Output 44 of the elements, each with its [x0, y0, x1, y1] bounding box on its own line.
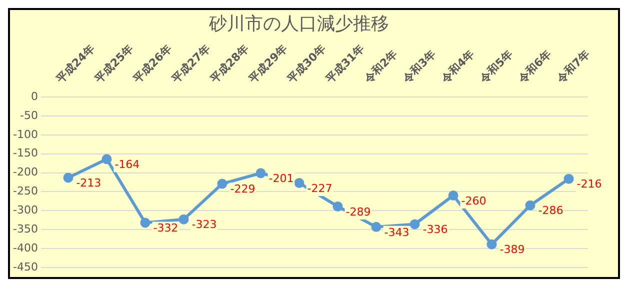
y-tick-label: -150 — [12, 146, 38, 160]
y-tick-label: -450 — [12, 260, 38, 274]
point — [410, 219, 420, 230]
point — [371, 222, 382, 232]
data-label: -201 — [268, 172, 294, 186]
data-label: -343 — [384, 226, 410, 239]
data-label: -323 — [192, 218, 217, 232]
y-tick-label: -50 — [20, 108, 38, 122]
data-label: -389 — [500, 243, 525, 256]
x-tick-label: 令和6年 — [515, 48, 554, 86]
y-tick-label: -100 — [12, 128, 38, 141]
point — [140, 218, 150, 228]
point — [486, 239, 497, 250]
data-label: -164 — [114, 158, 140, 172]
data-label: -286 — [538, 204, 564, 218]
point — [102, 154, 112, 164]
data-label: -213 — [76, 176, 102, 190]
y-tick-label: -400 — [12, 241, 38, 254]
x-tick-label: 令和5年 — [476, 48, 516, 86]
chart-title: 砂川市の人口減少推移 — [208, 13, 389, 34]
data-label: -289 — [346, 205, 371, 218]
point — [217, 178, 228, 189]
x-tick-label: 令和4年 — [438, 48, 477, 86]
x-tick-label: 令和7年 — [554, 48, 592, 86]
data-label: -227 — [307, 182, 332, 195]
data-label: -332 — [153, 222, 178, 235]
y-tick-label: -200 — [12, 166, 38, 179]
data-label: -336 — [422, 223, 448, 236]
data-label: -260 — [461, 194, 486, 208]
point — [332, 201, 343, 212]
point — [448, 190, 458, 200]
y-tick-label: -350 — [12, 222, 38, 236]
y-tick-label: -300 — [12, 203, 38, 216]
point — [63, 172, 74, 183]
data-label: -216 — [576, 178, 602, 191]
y-tick-label: 0 — [30, 90, 38, 103]
point — [294, 178, 304, 188]
y-tick-label: -250 — [12, 184, 38, 198]
point — [178, 214, 189, 224]
x-tick-label: 令和3年 — [400, 48, 438, 86]
point — [525, 200, 536, 210]
point — [564, 174, 574, 184]
data-label: -229 — [230, 182, 256, 196]
point — [256, 168, 266, 178]
